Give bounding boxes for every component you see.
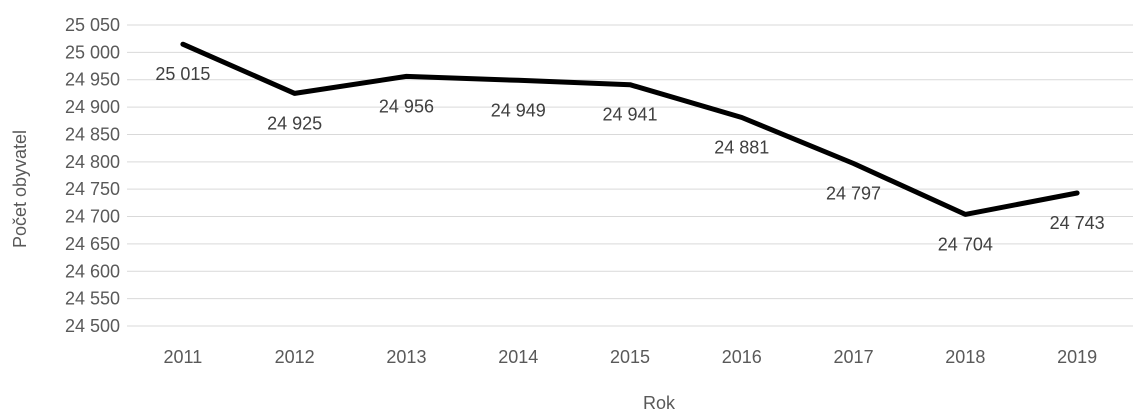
x-tick-label: 2017	[834, 347, 874, 367]
data-label: 24 743	[1050, 213, 1105, 233]
x-tick-label: 2012	[275, 347, 315, 367]
series-layer	[180, 41, 1080, 217]
y-tick-label: 24 800	[65, 152, 120, 172]
y-tick-label: 24 500	[65, 316, 120, 336]
data-label: 24 941	[602, 105, 657, 125]
x-tick-label: 2011	[164, 347, 203, 367]
y-tick-label: 24 900	[65, 97, 120, 117]
y-axis-ticks: 24 500 24 550 24 600 24 650 24 700 24 750 24 8…	[65, 15, 120, 336]
x-tick-label: 2014	[498, 347, 538, 367]
y-tick-label: 24 700	[65, 207, 120, 227]
y-tick-label: 24 950	[65, 70, 120, 90]
x-axis-title: Rok	[643, 393, 676, 412]
y-tick-label: 25 050	[65, 15, 120, 35]
x-tick-label: 2018	[945, 347, 985, 367]
data-label: 25 015	[155, 64, 210, 84]
x-tick-label: 2019	[1057, 347, 1097, 367]
y-tick-label: 24 850	[65, 124, 120, 144]
y-tick-label: 24 750	[65, 179, 120, 199]
data-labels: 25 015 24 925 24 956 24 949 24 941 24 881 24 7…	[155, 64, 1104, 254]
data-label: 24 881	[714, 137, 769, 157]
y-tick-label: 24 600	[65, 261, 120, 281]
gridlines	[127, 24, 1133, 327]
x-tick-label: 2016	[722, 347, 762, 367]
data-label: 24 956	[379, 96, 434, 116]
y-tick-label: 25 000	[65, 42, 120, 62]
data-label: 24 704	[938, 234, 993, 254]
data-label: 24 925	[267, 113, 322, 133]
x-tick-label: 2015	[610, 347, 650, 367]
x-tick-label: 2013	[386, 347, 426, 367]
x-axis-ticks: 2011 2012 2013 2014 2015 2016 2017 2018 2019	[164, 347, 1098, 367]
data-label: 24 797	[826, 183, 881, 203]
y-axis-title: Počet obyvatel	[10, 130, 30, 248]
y-tick-label: 24 550	[65, 289, 120, 309]
data-label: 24 949	[491, 100, 546, 120]
y-tick-label: 24 650	[65, 234, 120, 254]
